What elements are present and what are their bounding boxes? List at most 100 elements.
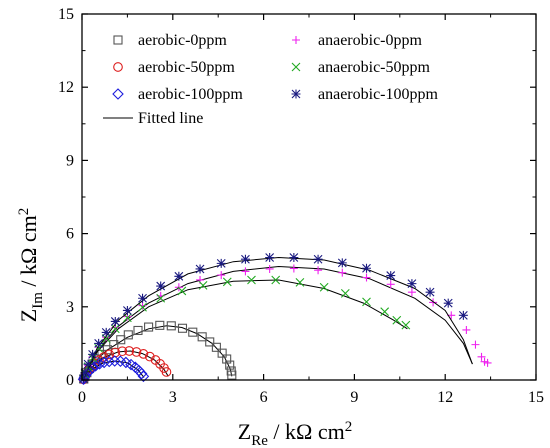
- data-point-anaerobic-50ppm: [177, 286, 187, 296]
- x-tick-label: 6: [260, 389, 268, 406]
- data-point-anaerobic-0ppm: [477, 352, 486, 361]
- data-point-anaerobic-100ppm: [138, 293, 148, 303]
- y-tick-label: 12: [58, 79, 74, 96]
- series-anaerobic-100ppm: [79, 253, 473, 384]
- data-point-anaerobic-50ppm: [295, 278, 305, 287]
- y-axis-title-main: Z: [16, 309, 41, 322]
- data-point-anaerobic-0ppm: [429, 298, 438, 307]
- legend-label-aerobic-50ppm: aerobic-50ppm: [138, 59, 235, 76]
- data-point-aerobic-50ppm: [138, 349, 149, 359]
- series-aerobic-0ppm: [79, 320, 237, 384]
- legend-label-fitted-line: Fitted line: [138, 110, 203, 127]
- data-point-anaerobic-100ppm: [88, 349, 98, 359]
- x-tick-label: 9: [350, 389, 358, 406]
- data-point-aerobic-0ppm: [144, 322, 154, 332]
- series-anaerobic-0ppm: [79, 264, 492, 383]
- data-point-aerobic-50ppm: [104, 349, 115, 360]
- y-tick-label: 0: [66, 372, 74, 389]
- data-point-anaerobic-50ppm: [401, 320, 411, 330]
- data-point-aerobic-50ppm: [117, 346, 128, 357]
- data-point-anaerobic-100ppm: [122, 305, 132, 315]
- x-axis-title: ZRe / kΩ cm2: [238, 419, 352, 448]
- data-point-anaerobic-0ppm: [138, 301, 147, 310]
- y-tick-label: 6: [66, 226, 74, 243]
- data-point-anaerobic-0ppm: [314, 266, 323, 275]
- data-point-aerobic-100ppm: [135, 367, 148, 380]
- x-axis-title-main: Z: [238, 419, 251, 444]
- legend-marker-anaerobic-50ppm: [291, 62, 301, 72]
- data-point-anaerobic-0ppm: [265, 264, 274, 273]
- legend-label-anaerobic-100ppm: anaerobic-100ppm: [318, 86, 439, 103]
- data-point-anaerobic-100ppm: [289, 253, 299, 263]
- data-point-anaerobic-0ppm: [462, 325, 471, 334]
- x-axis-title-rest: / kΩ cm: [268, 419, 345, 444]
- x-axis-title-sup: 2: [345, 419, 353, 435]
- data-point-anaerobic-100ppm: [337, 258, 347, 268]
- data-point-anaerobic-50ppm: [138, 302, 147, 312]
- data-point-aerobic-0ppm: [205, 337, 215, 347]
- legend-label-anaerobic-0ppm: anaerobic-0ppm: [318, 32, 423, 49]
- data-point-anaerobic-100ppm: [407, 279, 417, 289]
- data-point-aerobic-50ppm: [144, 351, 155, 362]
- y-tick-label: 9: [66, 152, 74, 169]
- data-point-anaerobic-100ppm: [174, 271, 184, 281]
- data-point-anaerobic-50ppm: [156, 293, 166, 303]
- x-axis-title-sub: Re: [251, 433, 268, 448]
- data-point-anaerobic-100ppm: [156, 281, 166, 291]
- x-tick-label: 15: [528, 389, 544, 406]
- data-point-anaerobic-100ppm: [443, 298, 453, 308]
- data-point-anaerobic-50ppm: [362, 297, 371, 307]
- data-point-anaerobic-0ppm: [407, 288, 416, 297]
- data-point-anaerobic-50ppm: [110, 324, 120, 334]
- data-point-anaerobic-100ppm: [80, 368, 90, 378]
- x-tick-label: 3: [169, 389, 177, 406]
- data-point-aerobic-0ppm: [227, 370, 237, 380]
- data-point-aerobic-0ppm: [133, 325, 143, 336]
- data-point-anaerobic-100ppm: [458, 310, 468, 320]
- legend-label-anaerobic-50ppm: anaerobic-50ppm: [318, 59, 431, 76]
- data-point-aerobic-50ppm: [124, 346, 135, 356]
- legend-marker-aerobic-50ppm: [113, 62, 123, 72]
- x-tick-label: 0: [78, 389, 86, 406]
- axes: 0 3 6 9 12 15 0 3 6 9 12 15: [58, 6, 544, 406]
- data-point-aerobic-0ppm: [211, 342, 221, 352]
- data-point-anaerobic-0ppm: [362, 273, 371, 282]
- legend: aerobic-0ppm aerobic-50ppm aerobic-100ppm a…: [103, 32, 439, 127]
- data-point-anaerobic-100ppm: [79, 374, 89, 384]
- legend-label-aerobic-0ppm: aerobic-0ppm: [138, 32, 227, 49]
- data-point-anaerobic-50ppm: [319, 282, 329, 292]
- data-point-anaerobic-100ppm: [425, 287, 435, 297]
- data-point-aerobic-0ppm: [177, 323, 188, 333]
- data-point-aerobic-0ppm: [188, 327, 198, 337]
- data-point-anaerobic-100ppm: [101, 327, 111, 337]
- data-point-anaerobic-0ppm: [289, 264, 298, 273]
- data-point-anaerobic-50ppm: [247, 275, 256, 285]
- legend-label-aerobic-100ppm: aerobic-100ppm: [138, 86, 243, 103]
- fitted-line-anaerobic-50ppm: [83, 279, 408, 380]
- data-point-anaerobic-100ppm: [362, 263, 372, 273]
- legend-marker-anaerobic-100ppm: [291, 89, 301, 99]
- data-point-anaerobic-50ppm: [380, 307, 390, 317]
- data-point-anaerobic-100ppm: [313, 254, 323, 264]
- data-point-aerobic-100ppm: [137, 370, 150, 383]
- data-point-anaerobic-100ppm: [94, 338, 104, 348]
- y-axis-title: ZIm / kΩ cm2: [16, 208, 46, 322]
- data-point-anaerobic-100ppm: [265, 253, 275, 263]
- legend-marker-aerobic-0ppm: [113, 35, 123, 45]
- y-axis-title-rest: / kΩ cm: [16, 215, 41, 292]
- data-point-aerobic-50ppm: [161, 367, 172, 377]
- series-anaerobic-50ppm: [79, 275, 411, 384]
- data-point-anaerobic-50ppm: [340, 288, 350, 298]
- data-point-anaerobic-0ppm: [241, 267, 250, 276]
- x-tick-label: 12: [437, 389, 453, 406]
- data-point-anaerobic-100ppm: [110, 316, 120, 326]
- data-point-anaerobic-100ppm: [83, 359, 93, 369]
- data-point-anaerobic-0ppm: [338, 268, 347, 277]
- y-axis-title-sub: Im: [30, 292, 46, 309]
- data-point-aerobic-0ppm: [155, 320, 165, 330]
- data-point-aerobic-50ppm: [131, 347, 142, 357]
- data-point-anaerobic-0ppm: [471, 340, 480, 349]
- data-point-anaerobic-0ppm: [483, 358, 492, 367]
- y-tick-label: 3: [66, 299, 74, 316]
